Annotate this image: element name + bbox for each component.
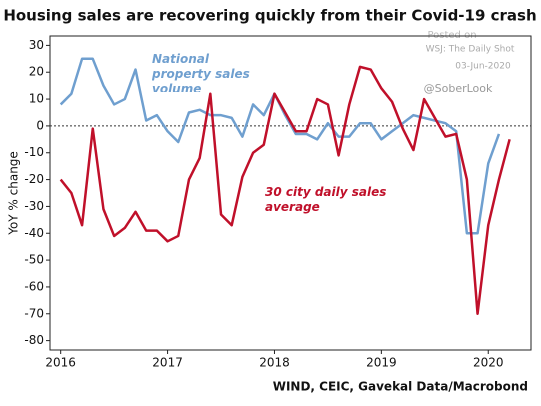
y-tick-label: -50 — [24, 253, 44, 267]
y-tick-label: -70 — [24, 306, 44, 320]
y-tick-label: 10 — [29, 92, 44, 106]
y-tick-label: -60 — [24, 279, 44, 293]
y-tick-label: -40 — [24, 226, 44, 240]
series-annotation: 30 city daily sales average — [265, 185, 387, 214]
x-tick-label: 2019 — [366, 356, 397, 370]
series-label: National property sales volume — [152, 52, 250, 92]
y-tick-label: -80 — [24, 333, 44, 347]
chart-title: Housing sales are recovering quickly fro… — [3, 7, 536, 25]
plot-frame — [49, 35, 532, 351]
y-tick-label: -30 — [24, 199, 44, 213]
x-tick-label: 2016 — [45, 356, 76, 370]
series-line — [59, 65, 511, 316]
y-tick-label: 0 — [36, 118, 44, 132]
watermark: @SoberLook — [424, 82, 493, 95]
source: WIND, CEIC, Gavekal Data/Macrobond — [273, 380, 528, 394]
y-axis-label: YoY % change — [7, 151, 21, 236]
y-tick-label: 30 — [29, 38, 44, 52]
y-tick-label: 20 — [29, 65, 44, 79]
y-tick-label: -10 — [24, 145, 44, 159]
series-label: 30 city daily sales average — [265, 185, 387, 214]
x-tick-label: 2020 — [473, 356, 504, 370]
watermark: WSJ: The Daily Shot — [426, 45, 515, 55]
watermark: 03-Jun-2020 — [455, 62, 511, 72]
series-annotation: National property sales volume — [152, 52, 250, 92]
x-tick-label: 2017 — [152, 356, 183, 370]
x-tick-label: 2018 — [259, 356, 290, 370]
y-tick-label: -20 — [24, 172, 44, 186]
